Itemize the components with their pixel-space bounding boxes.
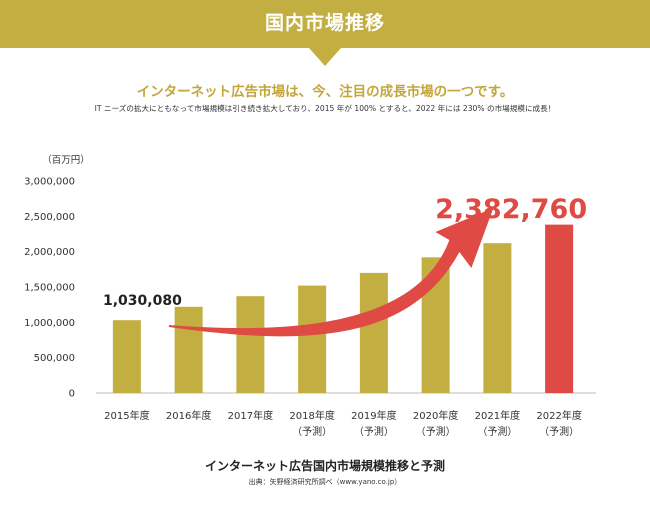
y-tick-label: 2,500,000	[24, 212, 75, 223]
chart-caption: インターネット広告国内市場規模推移と予測	[204, 459, 445, 473]
bar	[483, 243, 512, 393]
y-tick-label: 3,000,000	[24, 177, 75, 188]
x-tick-label: （予測）	[416, 425, 456, 438]
x-tick-label: （予測）	[292, 425, 332, 438]
bar	[236, 296, 265, 393]
subline: IT ニーズの拡大にともなって市場規模は引き続き拡大しており、2015 年が 1…	[94, 104, 556, 113]
y-tick-label: 0	[69, 389, 75, 400]
x-tick-label: 2015年度	[104, 409, 149, 422]
highlight-value-label: 2,382,760	[435, 194, 587, 225]
source-note: 出典：矢野経済研究所調べ（www.yano.co.jp）	[248, 478, 402, 486]
first-value-label: 1,030,080	[103, 293, 182, 309]
page-title: 国内市場推移	[264, 12, 385, 34]
x-tick-label: 2017年度	[228, 409, 273, 422]
x-tick-label: 2016年度	[166, 409, 211, 422]
y-axis-unit-label: （百万円）	[42, 154, 90, 166]
x-tick-label: 2020年度	[413, 409, 458, 422]
bar	[545, 224, 574, 393]
bar	[174, 306, 203, 393]
x-axis: 2015年度 2016年度 2017年度 2018年度 （予測） 2019年度 （予測） 20…	[104, 409, 582, 438]
annotations: 1,030,080 2,382,760	[103, 194, 587, 309]
y-axis: （百万円） 0 500,000 1,000,000 1,500,000 2,000,000…	[24, 154, 90, 400]
title-banner	[0, 0, 650, 66]
growth-arrow-shape	[168, 208, 494, 337]
x-tick-label: 2022年度	[536, 409, 581, 422]
x-tick-label: 2019年度	[351, 409, 396, 422]
y-tick-label: 500,000	[34, 353, 75, 364]
growth-arrow	[168, 208, 494, 337]
x-tick-label: 2021年度	[475, 409, 520, 422]
bar	[112, 320, 141, 393]
bar-series	[112, 224, 574, 393]
x-tick-label: 2018年度	[289, 409, 334, 422]
headline: インターネット広告市場は、今、注目の成長市場の一つです。	[136, 84, 514, 100]
x-tick-label: （予測）	[477, 425, 517, 438]
bar	[359, 272, 388, 393]
y-tick-label: 1,000,000	[24, 318, 75, 329]
title-banner-shape	[0, 0, 650, 66]
x-tick-label: （予測）	[539, 425, 579, 438]
y-tick-label: 2,000,000	[24, 247, 75, 258]
bar	[298, 285, 327, 393]
x-tick-label: （予測）	[354, 425, 394, 438]
y-tick-label: 1,500,000	[24, 283, 75, 294]
